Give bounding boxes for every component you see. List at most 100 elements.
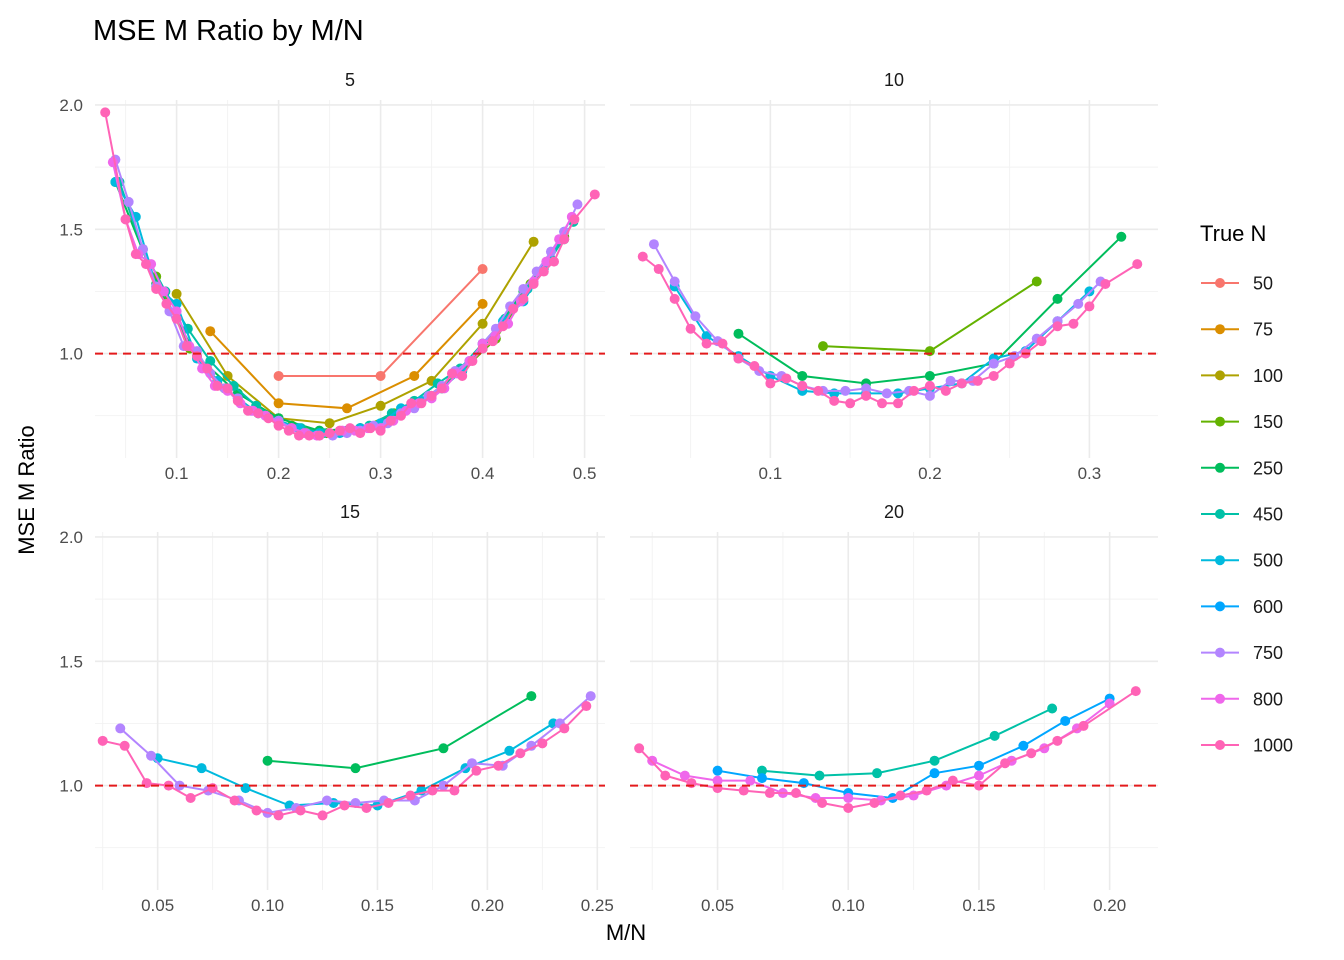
data-point <box>798 778 809 789</box>
data-point <box>538 266 549 277</box>
y-tick-label: 2.0 <box>59 528 83 547</box>
y-tick-label: 1.0 <box>59 777 83 796</box>
data-point <box>515 748 526 759</box>
series-1000 <box>97 701 592 821</box>
legend-title: True N <box>1200 221 1266 246</box>
data-point <box>477 264 488 275</box>
data-point <box>115 723 126 734</box>
data-point <box>449 785 460 796</box>
data-point <box>396 410 406 421</box>
data-point <box>701 338 712 349</box>
legend-label: 75 <box>1253 320 1273 340</box>
data-point <box>797 380 808 391</box>
data-point <box>1031 276 1042 287</box>
facet-strip-label: 10 <box>884 70 904 90</box>
data-point <box>924 346 935 357</box>
x-tick-label: 0.20 <box>471 896 504 915</box>
data-point <box>973 770 984 781</box>
x-tick-label: 0.15 <box>361 896 394 915</box>
data-point <box>158 286 169 297</box>
legend-label: 150 <box>1253 412 1283 432</box>
legend-label: 500 <box>1253 551 1283 571</box>
data-point <box>345 423 355 434</box>
series-250 <box>262 691 537 774</box>
data-point <box>409 370 420 381</box>
facet-strip-label: 20 <box>884 502 904 522</box>
data-point <box>765 378 776 389</box>
data-point <box>477 318 488 329</box>
data-point <box>416 398 427 409</box>
data-point <box>1047 703 1058 714</box>
data-point <box>493 760 504 771</box>
data-point <box>487 336 498 347</box>
data-point <box>717 338 728 349</box>
data-point <box>840 385 851 396</box>
data-point <box>881 388 892 399</box>
data-point <box>843 802 854 813</box>
legend-label: 750 <box>1253 643 1283 663</box>
data-point <box>526 691 537 702</box>
data-point <box>295 805 306 816</box>
data-point <box>537 738 548 749</box>
data-point <box>1052 321 1063 332</box>
data-point <box>324 428 335 439</box>
data-point <box>130 249 141 260</box>
data-point <box>1132 259 1143 270</box>
legend-key-point <box>1215 740 1225 750</box>
y-tick-label: 2.0 <box>59 96 83 115</box>
facet-strip-label: 5 <box>345 70 355 90</box>
data-point <box>141 778 152 789</box>
legend-key-point <box>1215 555 1225 566</box>
data-point <box>895 790 906 801</box>
data-point <box>559 723 570 734</box>
legend-item: 150 <box>1201 412 1283 432</box>
legend-key-point <box>1215 416 1225 427</box>
legend: True N 50 75 100 150 250 450 500 600 750 800 1000 <box>1200 221 1293 756</box>
data-point <box>686 778 697 789</box>
data-point <box>1004 358 1015 369</box>
data-point <box>989 730 1000 741</box>
data-point <box>161 298 172 309</box>
data-point <box>924 380 935 391</box>
data-point <box>207 783 218 794</box>
data-point <box>314 430 325 441</box>
data-point <box>405 790 416 801</box>
legend-label: 100 <box>1253 366 1283 386</box>
series-50 <box>273 264 488 381</box>
facet-strip-label: 15 <box>340 502 360 522</box>
data-point <box>1078 720 1089 731</box>
data-point <box>273 398 284 409</box>
legend-item: 100 <box>1201 366 1283 386</box>
legend-item: 600 <box>1201 597 1283 617</box>
data-point <box>385 415 396 426</box>
data-point <box>1100 278 1111 289</box>
legend-key-point <box>1215 693 1225 704</box>
data-point <box>317 810 328 821</box>
data-point <box>123 196 134 207</box>
data-point <box>634 743 645 754</box>
data-point <box>477 343 488 354</box>
data-point <box>294 430 304 441</box>
series-line <box>673 285 1091 395</box>
y-tick-label: 1.0 <box>59 345 83 364</box>
legend-item: 1000 <box>1201 736 1293 756</box>
x-tick-label: 0.1 <box>165 464 189 483</box>
data-point <box>120 214 131 225</box>
legend-key-point <box>1215 509 1225 519</box>
data-point <box>745 775 756 786</box>
series-line <box>653 243 1102 397</box>
data-point <box>757 765 767 776</box>
data-point <box>569 214 580 225</box>
legend-item: 800 <box>1201 689 1283 709</box>
data-point <box>637 251 648 262</box>
y-axis-title: MSE M Ratio <box>14 425 39 555</box>
data-point <box>383 797 394 808</box>
legend-item: 500 <box>1201 551 1283 571</box>
data-point <box>146 750 157 761</box>
data-point <box>355 428 366 439</box>
data-point <box>757 773 767 784</box>
x-tick-label: 0.4 <box>471 464 495 483</box>
x-tick-label: 0.05 <box>701 896 734 915</box>
data-point <box>181 341 192 352</box>
